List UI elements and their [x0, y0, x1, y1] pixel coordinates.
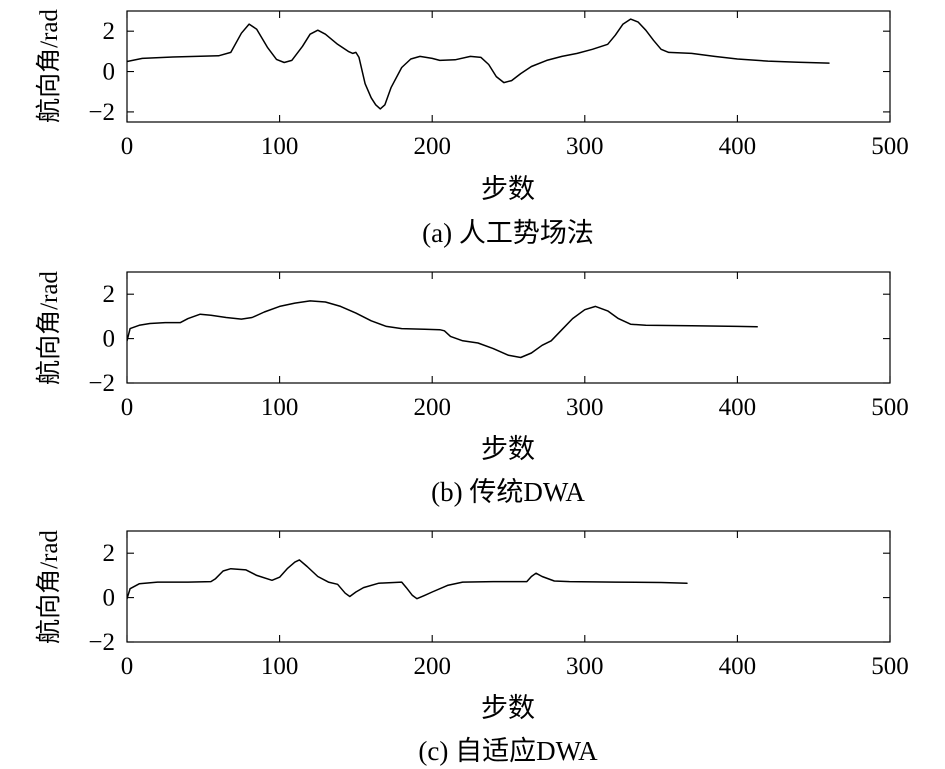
x-tick-label: 200: [413, 653, 451, 680]
x-axis-label: 步数: [481, 434, 535, 464]
x-tick-label: 400: [719, 394, 757, 421]
y-tick-label: 2: [103, 540, 116, 567]
y-axis-label: 航向角/rad: [35, 271, 63, 385]
y-tick-label: 2: [103, 18, 116, 45]
x-tick-label: 100: [261, 653, 299, 680]
y-tick-label: 2: [103, 281, 116, 308]
subfigure-caption: (b) 传统DWA: [431, 477, 585, 507]
heading-angle-line: [127, 18, 830, 110]
y-axis-label: 航向角/rad: [35, 530, 63, 644]
x-tick-label: 0: [121, 394, 134, 421]
axes-frame: [126, 271, 891, 384]
x-tick-label: 200: [413, 394, 451, 421]
heading-angle-line: [127, 300, 758, 359]
subfigure-caption: (a) 人工势场法: [422, 218, 594, 248]
x-tick-label: 300: [566, 133, 604, 160]
y-tick-label: 0: [103, 585, 116, 612]
y-tick-label: 0: [103, 326, 116, 353]
x-tick-label: 500: [871, 394, 909, 421]
y-tick-label: −2: [88, 629, 115, 656]
x-tick-label: 400: [719, 653, 757, 680]
y-tick-label: 0: [103, 59, 116, 86]
x-tick-label: 200: [413, 133, 451, 160]
x-tick-label: 300: [566, 394, 604, 421]
subfigure-caption: (c) 自适应DWA: [418, 736, 598, 766]
y-tick-label: −2: [88, 99, 115, 126]
x-tick-label: 300: [566, 653, 604, 680]
x-tick-label: 500: [871, 653, 909, 680]
x-axis-label: 步数: [481, 174, 535, 204]
axes-frame: [126, 530, 891, 643]
x-tick-label: 100: [261, 394, 299, 421]
x-tick-label: 500: [871, 133, 909, 160]
x-tick-label: 0: [121, 653, 134, 680]
axes-frame: [126, 10, 891, 123]
y-tick-label: −2: [88, 370, 115, 397]
x-tick-label: 100: [261, 133, 299, 160]
y-axis-label: 航向角/rad: [35, 9, 63, 123]
x-tick-label: 0: [121, 133, 134, 160]
x-axis-label: 步数: [481, 693, 535, 723]
x-tick-label: 400: [719, 133, 757, 160]
heading-angle-line: [127, 559, 688, 600]
